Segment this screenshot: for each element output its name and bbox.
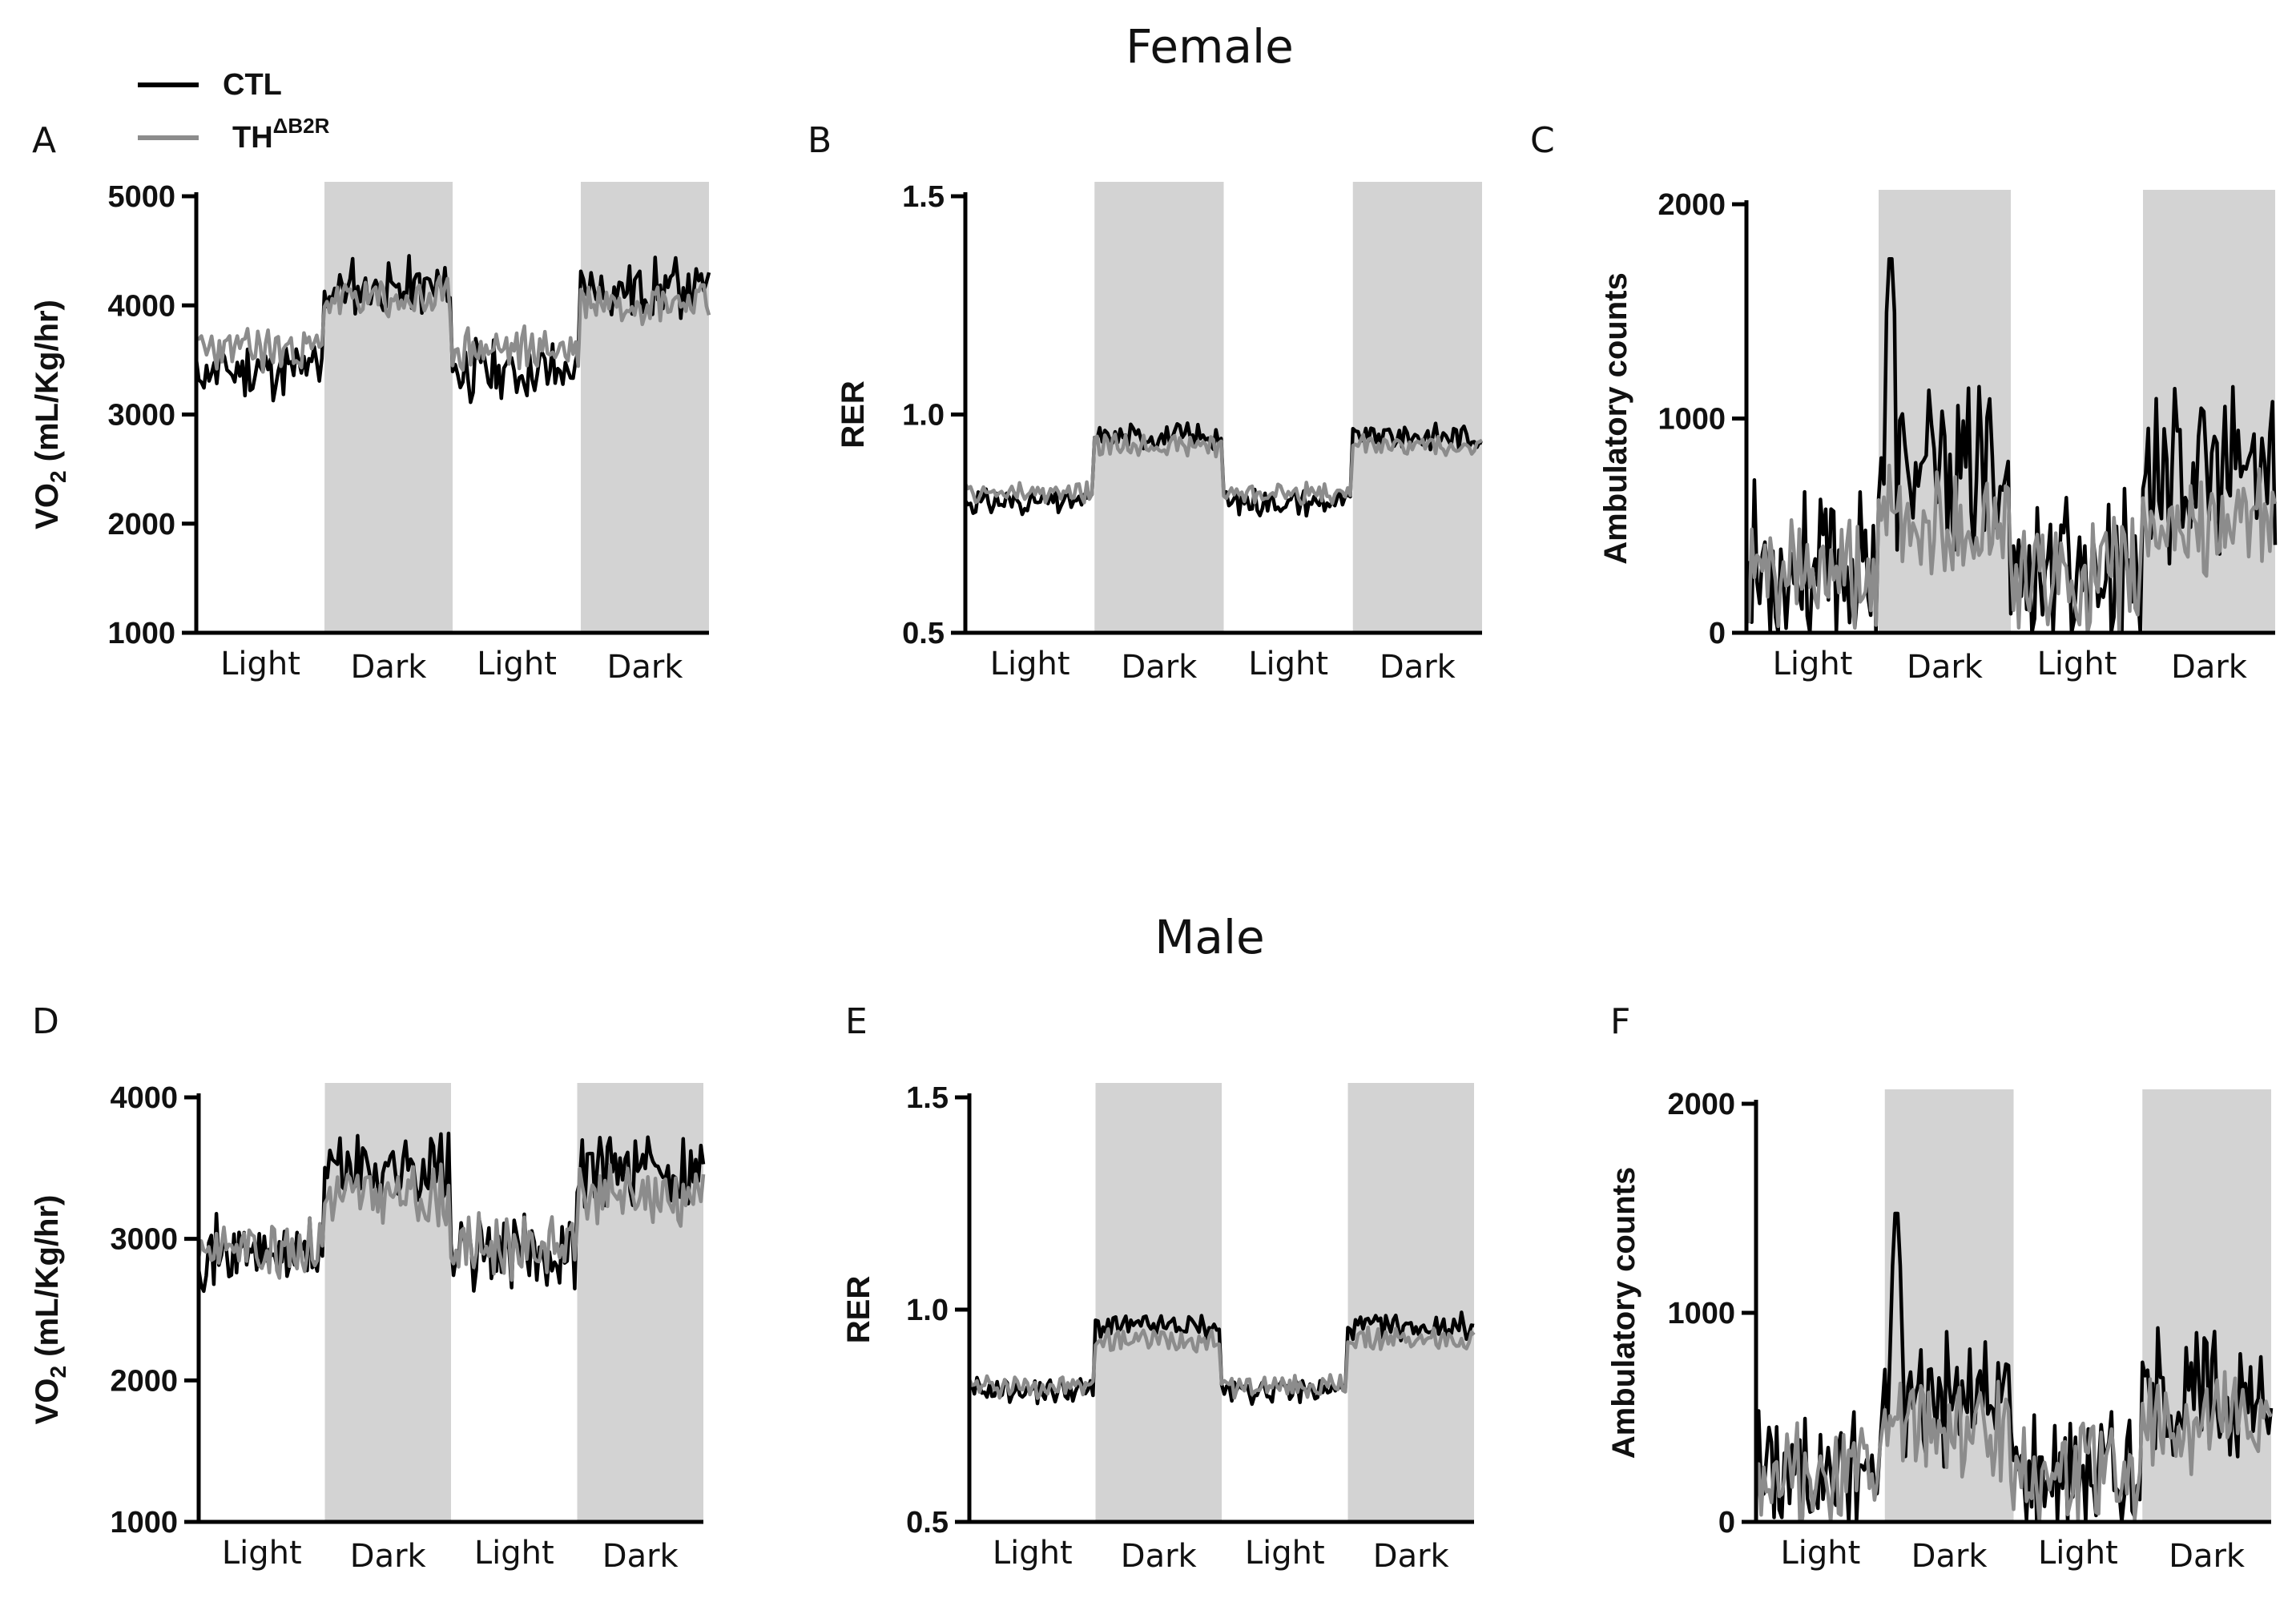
panel-letter-f: F xyxy=(1610,1001,1630,1042)
y-tick-label: 1.5 xyxy=(902,180,945,214)
phase-label-3: Dark xyxy=(2171,649,2248,686)
y-axis-label: RER xyxy=(836,380,871,449)
y-tick-label: 1.5 xyxy=(906,1081,949,1115)
phase-label-3: Dark xyxy=(1380,649,1456,686)
y-axis-label-main: VO xyxy=(30,1379,65,1425)
phase-label-0: Light xyxy=(220,646,300,682)
panel-f: F 0 1000 2000 Light Dark Light Dark Ambulatory c… xyxy=(1606,1001,2274,1575)
y-axis-label-main: Ambulatory counts xyxy=(1606,1167,1641,1459)
y-tick-label: 0.5 xyxy=(906,1506,949,1540)
legend-label-th-sup: ΔB2R xyxy=(273,114,330,138)
phase-label-0: Light xyxy=(222,1535,302,1572)
panels: A 1000 2000 3000 4000 5000 Light Dark Light Dark V… xyxy=(30,120,2278,1575)
phase-label-0: Light xyxy=(1773,646,1853,682)
y-axis-label-main: RER xyxy=(836,380,871,449)
y-axis-label-rest: (mL/Kg/hr) xyxy=(30,300,65,470)
phase-label-1: Dark xyxy=(350,1538,427,1575)
y-tick-label: 1000 xyxy=(107,617,175,650)
panel-a: A 1000 2000 3000 4000 5000 Light Dark Light Dark V… xyxy=(30,120,711,686)
phase-label-0: Light xyxy=(990,646,1070,682)
phase-label-2: Light xyxy=(477,646,557,682)
phase-label-2: Light xyxy=(2037,646,2117,682)
y-tick-label: 5000 xyxy=(107,180,175,214)
y-axis-label: VO2 (mL/Kg/hr) xyxy=(30,1195,70,1425)
phase-label-2: Light xyxy=(1248,646,1328,682)
phase-label-1: Dark xyxy=(1911,1538,1988,1575)
y-tick-label: 2000 xyxy=(1667,1088,1735,1121)
y-tick-label: 2000 xyxy=(107,508,175,541)
phase-label-1: Dark xyxy=(1121,649,1198,686)
legend: CTL THΔB2R xyxy=(138,68,330,155)
phase-label-1: Dark xyxy=(1907,649,1984,686)
panel-c: C 0 1000 2000 Light Dark Light Dark Ambulatory c… xyxy=(1530,120,2278,686)
y-tick-label: 0 xyxy=(1718,1506,1735,1540)
y-tick-label: 1.0 xyxy=(902,399,945,433)
phase-label-2: Light xyxy=(474,1535,554,1572)
dark-band-3 xyxy=(1347,1083,1474,1522)
panel-letter-d: D xyxy=(32,1001,59,1042)
section-title-male: Male xyxy=(1154,910,1264,964)
series-line-ctl xyxy=(1744,256,2278,635)
y-axis-label-main: VO xyxy=(30,483,65,529)
y-tick-label: 3000 xyxy=(107,399,175,433)
section-title-female: Female xyxy=(1126,19,1294,74)
dark-band-1 xyxy=(324,182,453,633)
series-line-th xyxy=(196,1162,706,1282)
panel-letter-c: C xyxy=(1530,120,1555,161)
y-tick-label: 2000 xyxy=(1658,188,1726,222)
y-tick-label: 0 xyxy=(1709,617,1726,650)
y-axis-label-sub: 2 xyxy=(46,1366,70,1379)
y-tick-label: 1000 xyxy=(110,1506,178,1540)
series-line-ctl xyxy=(194,254,711,405)
panel-b: B 0.5 1.0 1.5 Light Dark Light Dark RER xyxy=(808,120,1484,686)
y-tick-label: 2000 xyxy=(110,1364,178,1398)
phase-label-2: Light xyxy=(1245,1535,1325,1572)
phase-label-2: Light xyxy=(2038,1535,2118,1572)
phase-label-3: Dark xyxy=(607,649,684,686)
y-tick-label: 4000 xyxy=(110,1081,178,1115)
y-axis-label: Ambulatory counts xyxy=(1598,272,1633,564)
panel-letter-e: E xyxy=(845,1001,868,1042)
y-tick-label: 3000 xyxy=(110,1223,178,1257)
legend-label-ctl: CTL xyxy=(223,68,282,102)
panel-e: E 0.5 1.0 1.5 Light Dark Light Dark RER xyxy=(841,1001,1476,1575)
panel-letter-a: A xyxy=(32,120,56,161)
y-tick-label: 1.0 xyxy=(906,1294,949,1327)
series-line-th xyxy=(1754,1370,2274,1524)
phase-label-3: Dark xyxy=(1373,1538,1450,1575)
y-tick-label: 1000 xyxy=(1667,1297,1735,1330)
y-axis-label: RER xyxy=(841,1276,876,1344)
y-tick-label: 0.5 xyxy=(902,617,945,650)
y-tick-label: 1000 xyxy=(1658,403,1726,437)
legend-label-th: THΔB2R xyxy=(232,114,330,155)
y-axis-label-rest: (mL/Kg/hr) xyxy=(30,1195,65,1366)
phase-label-1: Dark xyxy=(1121,1538,1198,1575)
phase-label-0: Light xyxy=(1780,1535,1860,1572)
y-axis-label-main: Ambulatory counts xyxy=(1598,272,1633,564)
y-tick-label: 4000 xyxy=(107,289,175,323)
phase-label-3: Dark xyxy=(602,1538,679,1575)
dark-band-1 xyxy=(1094,182,1224,633)
phase-label-1: Dark xyxy=(351,649,428,686)
dark-band-1 xyxy=(1095,1083,1222,1522)
y-axis-label-main: RER xyxy=(841,1276,876,1344)
dark-band-3 xyxy=(2142,1089,2271,1522)
panel-letter-b: B xyxy=(808,120,832,161)
y-axis-label: VO2 (mL/Kg/hr) xyxy=(30,300,70,529)
series-line-th xyxy=(1744,463,2278,635)
phase-label-3: Dark xyxy=(2169,1538,2246,1575)
dark-band-3 xyxy=(1352,182,1482,633)
panel-d: D 1000 2000 3000 4000 Light Dark Light Dark VO2 (… xyxy=(30,1001,706,1575)
dark-band-3 xyxy=(2143,190,2275,633)
series-line-th xyxy=(964,433,1484,506)
y-axis-label: Ambulatory counts xyxy=(1606,1167,1641,1459)
y-axis-label-sub: 2 xyxy=(46,470,70,483)
phase-label-0: Light xyxy=(993,1535,1073,1572)
series-line-th xyxy=(967,1325,1476,1400)
series-line-th xyxy=(195,275,711,374)
dark-band-3 xyxy=(581,182,709,633)
